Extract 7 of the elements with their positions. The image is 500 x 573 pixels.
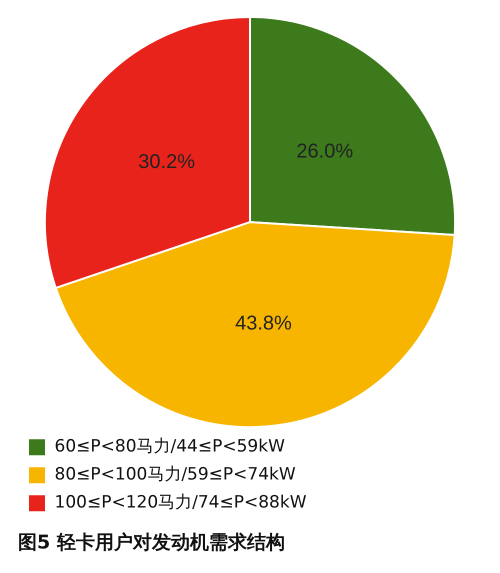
legend-label: 80≤P<100马力/59≤P<74kW [54,464,296,485]
data-label: 30.2% [138,150,196,173]
legend-label: 60≤P<80马力/44≤P<59kW [54,436,286,457]
legend-label: 100≤P<120马力/74≤P<88kW [54,492,307,513]
data-label: 26.0% [296,140,354,162]
data-label: 43.8% [235,312,292,334]
text: 图5 轻卡用户对发动机需求结构 [18,532,285,554]
